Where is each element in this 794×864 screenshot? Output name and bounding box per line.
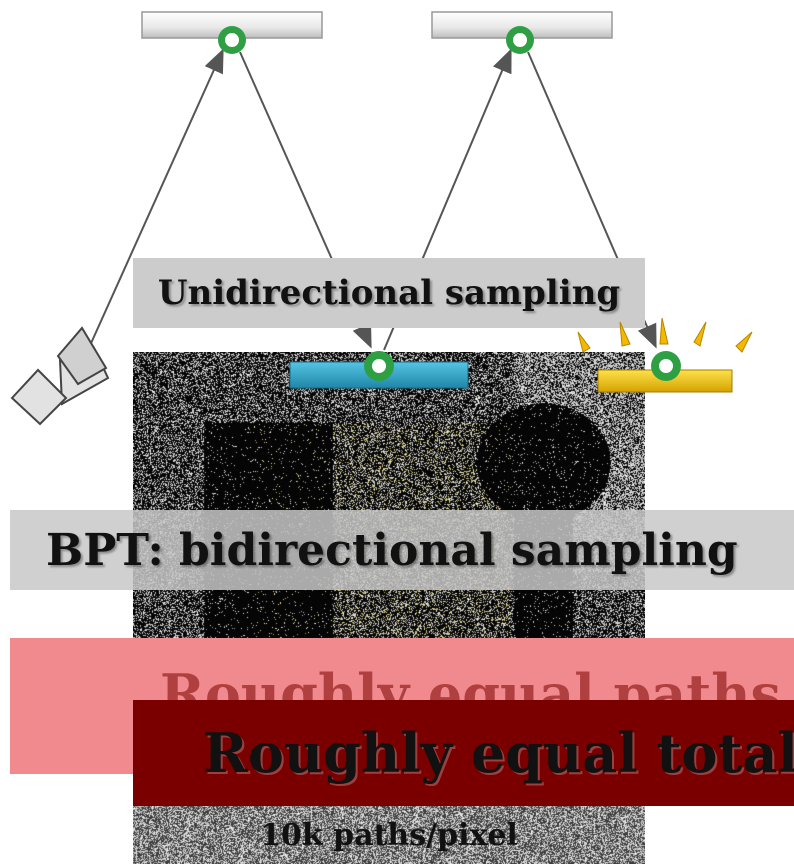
paths-per-pixel-label: 10k paths/pixel: [260, 817, 518, 853]
unidirectional-label: Unidirectional sampling: [133, 258, 645, 328]
bidirectional-label: BPT: bidirectional sampling: [10, 510, 794, 590]
equal-total-banner: Roughly equal total: [133, 700, 794, 806]
path-segment-1: [87, 48, 224, 351]
equal-total-label: Roughly equal total: [203, 721, 794, 785]
camera-icon: [10, 326, 110, 426]
path-vertex-icon: [506, 26, 534, 54]
path-vertex-icon: [218, 26, 246, 54]
